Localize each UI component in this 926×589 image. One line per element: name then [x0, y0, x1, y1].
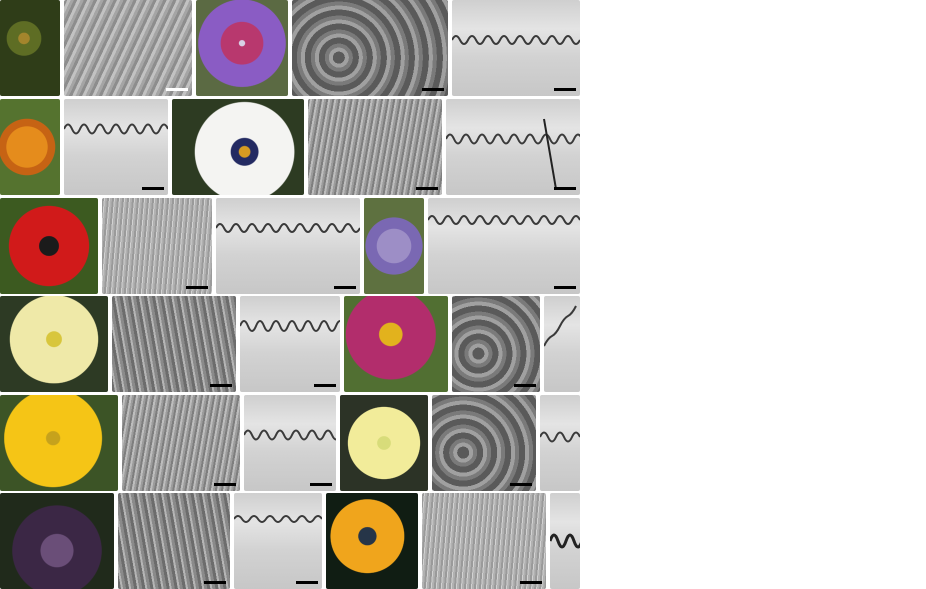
scale-bar — [204, 581, 226, 584]
photo-flower-g — [0, 296, 108, 392]
scale-bar — [554, 286, 576, 289]
photo-flower-c — [0, 99, 60, 195]
tem-image-h — [544, 296, 580, 392]
photo-flower-f — [364, 198, 424, 294]
tem-image-g — [240, 296, 340, 392]
scale-bar — [416, 187, 438, 190]
scale-bar — [554, 187, 576, 190]
sem-image-a — [64, 0, 192, 96]
sem-image-h — [452, 296, 540, 392]
sem-image-d — [308, 99, 442, 195]
sem-image-g — [112, 296, 236, 392]
photo-flower-d — [172, 99, 304, 195]
photo-flower-l — [326, 493, 418, 589]
photo-flower-b — [196, 0, 288, 96]
tem-image-e — [216, 198, 360, 294]
sem-image-j — [432, 395, 536, 491]
photo-flower-a — [0, 0, 60, 96]
scale-bar — [554, 88, 576, 91]
sem-image-k — [118, 493, 230, 589]
photo-flower-i — [0, 395, 118, 491]
scale-bar — [514, 384, 536, 387]
tem-image-j — [540, 395, 580, 491]
tem-image-d — [446, 99, 580, 195]
sem-image-l — [422, 493, 546, 589]
sem-image-e — [102, 198, 212, 294]
photo-flower-e — [0, 198, 98, 294]
scale-bar — [310, 483, 332, 486]
scale-bar — [210, 384, 232, 387]
tem-image-f — [428, 198, 580, 294]
scale-bar — [422, 88, 444, 91]
scale-bar — [142, 187, 164, 190]
scale-bar — [520, 581, 542, 584]
tem-image-k — [234, 493, 322, 589]
sem-image-b — [292, 0, 448, 96]
tem-image-b — [452, 0, 580, 96]
tem-image-i — [244, 395, 336, 491]
photo-flower-h — [344, 296, 448, 392]
scale-bar — [296, 581, 318, 584]
scale-bar — [214, 483, 236, 486]
scale-bar — [166, 88, 188, 91]
phylogeny-tree — [582, 0, 926, 589]
scale-bar — [510, 483, 532, 486]
tem-image-l — [550, 493, 580, 589]
scale-bar — [186, 286, 208, 289]
scale-bar — [334, 286, 356, 289]
tem-image-c — [64, 99, 168, 195]
photo-flower-j — [340, 395, 428, 491]
photo-flower-k — [0, 493, 114, 589]
scale-bar — [314, 384, 336, 387]
sem-image-i — [122, 395, 240, 491]
